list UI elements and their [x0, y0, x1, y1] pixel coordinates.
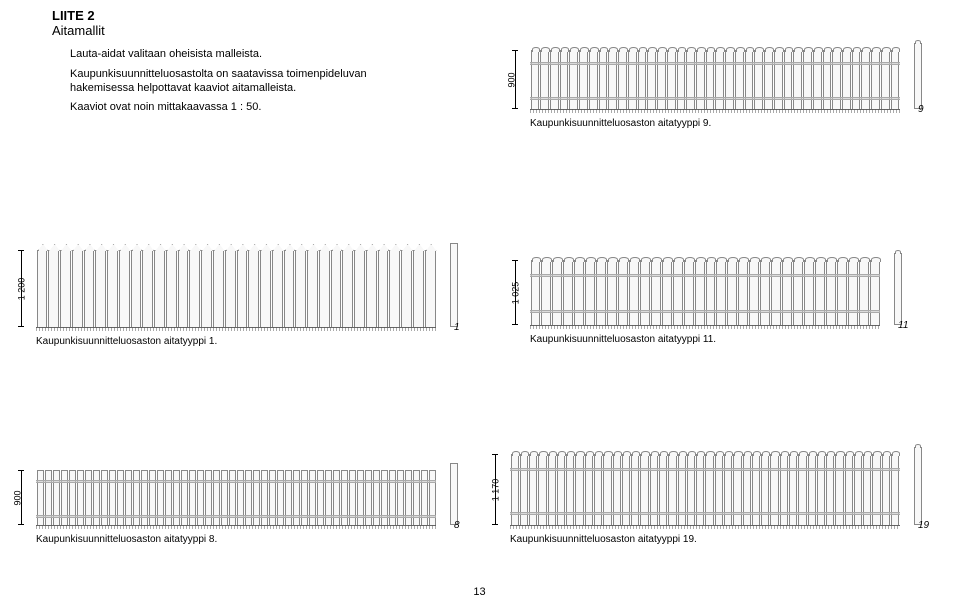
fence-slat: [331, 250, 342, 327]
fence-slat: [307, 250, 318, 327]
fence-slat: [673, 260, 683, 325]
page-number: 13: [473, 586, 485, 598]
dimension-label: 1 200: [16, 277, 26, 300]
fence-type-11: 1 025 11 Kaupunkisuunnitteluosaston aita…: [530, 260, 930, 345]
fence-slat: [166, 250, 177, 327]
fence-slat: [413, 250, 424, 327]
fence-slat: [629, 260, 639, 325]
fence-slat: [837, 260, 847, 325]
fence-slat: [389, 250, 400, 327]
intro-p3: Kaaviot ovat noin mittakaavassa 1 : 50.: [70, 101, 370, 115]
fence-caption: Kaupunkisuunnitteluosaston aitatyyppi 1.: [36, 336, 486, 347]
fence-slat: [684, 260, 694, 325]
fence-slat: [201, 250, 212, 327]
fence-slat: [295, 250, 306, 327]
fence-slat: [574, 260, 584, 325]
intro-p1: Lauta-aidat valitaan oheisista malleista…: [70, 48, 370, 62]
fence-slat: [804, 260, 814, 325]
intro-p2: Kaupunkisuunnitteluosastolta on saatavis…: [70, 68, 370, 96]
fence-slat: [716, 260, 726, 325]
fence-slat: [354, 250, 365, 327]
fence-slat: [178, 250, 189, 327]
fence-slat: [727, 260, 737, 325]
fence-slat: [95, 250, 106, 327]
fence-slat: [272, 250, 283, 327]
fence-slat: [154, 250, 165, 327]
fence-slat: [618, 260, 628, 325]
fence-slat: [225, 250, 236, 327]
fence-slat: [826, 260, 836, 325]
fence-slat: [596, 260, 606, 325]
fence-slat: [248, 250, 259, 327]
fence-slat: [378, 250, 389, 327]
fence-id-number: 1: [454, 322, 460, 333]
fence-caption: Kaupunkisuunnitteluosaston aitatyyppi 9.: [530, 118, 950, 129]
dimension-label: 900: [13, 490, 23, 505]
fence-slat: [37, 250, 48, 327]
fence-slat: [342, 250, 353, 327]
dimension-vertical: 900: [508, 50, 522, 109]
appendix-label: LIITE 2: [52, 8, 105, 23]
fence-slat: [552, 260, 562, 325]
dimension-label: 1 025: [510, 281, 520, 304]
intro-text: Lauta-aidat valitaan oheisista malleista…: [70, 48, 370, 121]
fence-slat: [541, 260, 551, 325]
fence-slat: [531, 260, 541, 325]
dimension-vertical: 1 025: [508, 260, 522, 325]
fence-slat: [107, 250, 118, 327]
fence-slat: [793, 260, 803, 325]
fence-slat: [771, 260, 781, 325]
fence-slat: [870, 260, 880, 325]
fence-slat: [142, 250, 153, 327]
fence-id-number: 19: [918, 520, 929, 531]
fence-slat: [859, 260, 869, 325]
fence-caption: Kaupunkisuunnitteluosaston aitatyyppi 19…: [510, 534, 950, 545]
fence-caption: Kaupunkisuunnitteluosaston aitatyyppi 11…: [530, 334, 930, 345]
fence-slat: [695, 260, 705, 325]
fence-slat: [319, 250, 330, 327]
fence-slat: [425, 250, 436, 327]
fence-type-1: 1 200 1 Kaupunkisuunnitteluosaston aitat…: [36, 250, 486, 347]
dimension-label: 1 170: [490, 478, 500, 501]
dimension-vertical: 1 170: [488, 454, 502, 525]
fence-slat: [366, 250, 377, 327]
fence-slat: [213, 250, 224, 327]
dimension-label: 900: [507, 72, 517, 87]
fence-slat: [815, 260, 825, 325]
fence-slat: [782, 260, 792, 325]
fence-slat: [60, 250, 71, 327]
fence-type-8: 900 8 Kaupunkisuunnitteluosaston aitatyy…: [36, 470, 486, 545]
fence-slat: [738, 260, 748, 325]
dimension-vertical: 900: [14, 470, 28, 525]
fence-slat: [563, 260, 573, 325]
fence-slat: [131, 250, 142, 327]
fence-type-9: 900 9 Kaupunkisuunnitteluosaston aitatyy…: [530, 50, 950, 129]
fence-slat: [189, 250, 200, 327]
fence-slat: [84, 250, 95, 327]
fence-slat: [401, 250, 412, 327]
fence-slat: [119, 250, 130, 327]
fence-slat: [749, 260, 759, 325]
fence-slat: [662, 260, 672, 325]
fence-slat: [607, 260, 617, 325]
fence-slat: [237, 250, 248, 327]
fence-slat: [284, 250, 295, 327]
fence-id-number: 9: [918, 104, 924, 115]
fence-slat: [760, 260, 770, 325]
fence-slat: [640, 260, 650, 325]
fence-slat: [651, 260, 661, 325]
fence-slat: [260, 250, 271, 327]
section-title: Aitamallit: [52, 23, 105, 38]
fence-caption: Kaupunkisuunnitteluosaston aitatyyppi 8.: [36, 534, 486, 545]
fence-type-19: 1 170 19 Kaupunkisuunnitteluosaston aita…: [510, 454, 950, 545]
fence-slat: [585, 260, 595, 325]
fence-slat: [848, 260, 858, 325]
fence-id-number: 11: [898, 320, 908, 331]
fence-slat: [48, 250, 59, 327]
fence-id-number: 8: [454, 520, 460, 531]
fence-slat: [706, 260, 716, 325]
fence-slat: [72, 250, 83, 327]
dimension-vertical: 1 200: [14, 250, 28, 327]
